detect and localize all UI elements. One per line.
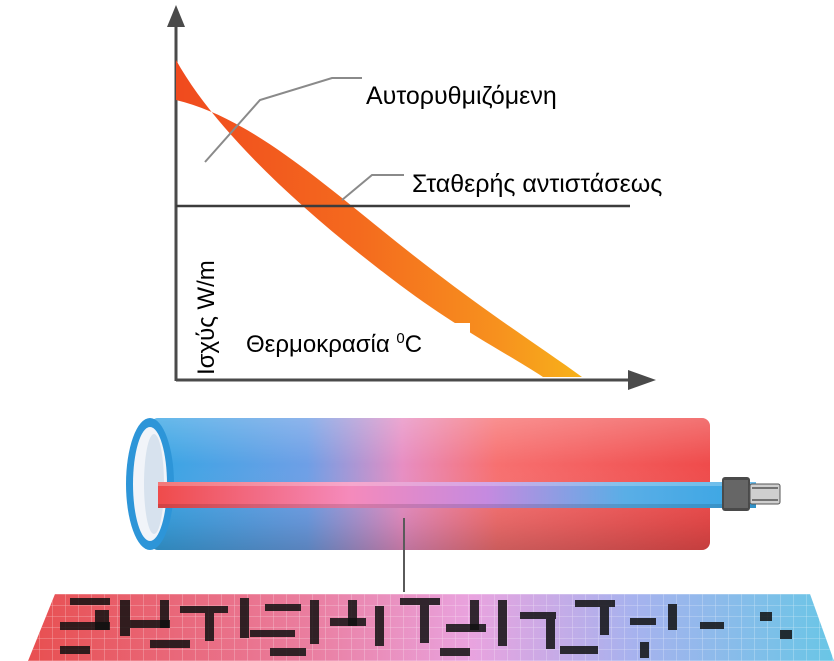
constant-resistance-label: Σταθερής αντιστάσεως: [412, 170, 663, 198]
cable-conductor-end: [749, 483, 781, 505]
heating-cable: [158, 477, 781, 511]
constant-resistance-leader-line: [341, 174, 404, 201]
x-axis-arrowhead: [628, 370, 656, 390]
x-axis-label-box: [236, 323, 470, 367]
x-axis-label-unit: C: [404, 331, 423, 358]
x-axis-label: Θερμοκρασία 0C: [246, 330, 423, 358]
x-axis-label-text: Θερμοκρασία: [246, 331, 397, 358]
y-axis-arrowhead: [167, 5, 185, 27]
conductive-matrix: [28, 594, 834, 661]
y-axis-label: Ισχύς W/m: [193, 260, 220, 375]
self-regulating-leader-line: [204, 77, 362, 163]
self-regulating-label: Αυτορυθμιζόμενη: [366, 82, 557, 110]
x-axis-label-superscript: 0: [396, 330, 405, 347]
